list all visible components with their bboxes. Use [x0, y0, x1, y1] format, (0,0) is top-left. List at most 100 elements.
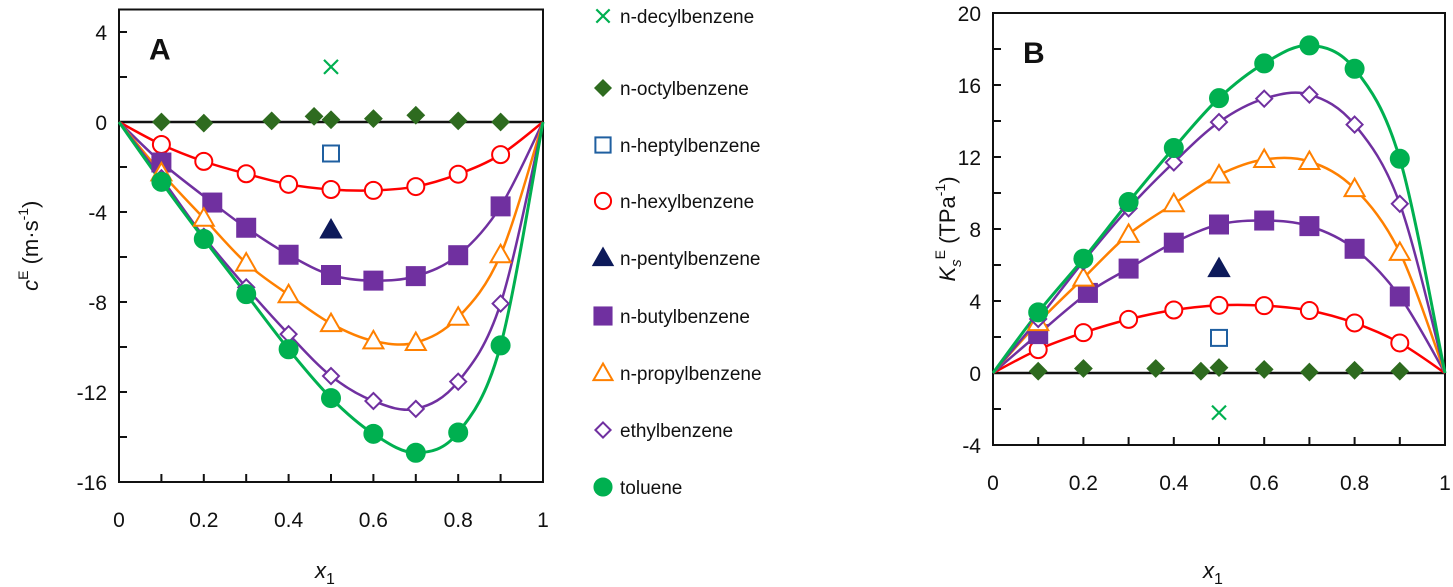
y-label-sub: s [948, 259, 965, 267]
data-point-n-pentylbenzene [319, 217, 343, 239]
x-axis-label: x1 [1202, 558, 1223, 587]
y-label-unit: (m·s [18, 220, 43, 270]
data-point-n-propylbenzene [1388, 240, 1412, 261]
legend-marker-n-pentylbenzene [591, 246, 615, 267]
data-point-ethylbenzene [1254, 89, 1274, 109]
data-point-n-propylbenzene [276, 282, 301, 304]
legend-marker-n-octylbenzene [593, 78, 613, 98]
data-point-n-octylbenzene [1073, 359, 1093, 378]
data-point-toluene [405, 442, 426, 463]
series-n-octylbenzene [151, 105, 511, 133]
data-point-ethylbenzene [1164, 152, 1184, 172]
legend-marker-n-decylbenzene [595, 8, 611, 24]
data-point-n-butylbenzene [363, 270, 384, 291]
data-point-n-propylbenzene [404, 330, 428, 351]
data-point-n-heptylbenzene [322, 144, 340, 163]
legend-marker-toluene [593, 477, 613, 497]
data-point-n-butylbenzene [321, 265, 341, 285]
legend-item: n-butylbenzene [593, 306, 750, 328]
data-point-n-propylbenzene [1162, 191, 1186, 213]
data-point-n-propylbenzene [234, 251, 258, 272]
data-point-n-propylbenzene [1297, 149, 1322, 170]
legend-marker-ethylbenzene [593, 420, 613, 440]
data-point-n-octylbenzene [1254, 359, 1274, 379]
data-point-ethylbenzene [1299, 85, 1319, 104]
data-point-n-pentylbenzene [1207, 256, 1231, 278]
legend-marker-n-heptylbenzene [594, 136, 612, 154]
data-point-n-hexylbenzene [1164, 300, 1184, 320]
x-tick-label: 0.2 [189, 509, 218, 532]
series-n-decylbenzene [1211, 404, 1227, 421]
y-tick-label: -8 [88, 292, 107, 315]
panel-label: B [1023, 37, 1045, 70]
data-point-n-octylbenzene [1209, 358, 1229, 378]
y-label-main: c [18, 280, 43, 291]
data-point-n-propylbenzene [1071, 266, 1096, 287]
legend-label: n-decylbenzene [620, 7, 754, 28]
x-axis-label: x1 [314, 558, 335, 587]
data-point-toluene [1209, 88, 1229, 109]
legend-item: ethylbenzene [593, 420, 733, 442]
y-axis-label: cE (m·s-1) [15, 201, 43, 291]
data-point-n-octylbenzene [491, 112, 511, 132]
data-point-toluene [193, 229, 214, 249]
series-n-pentylbenzene [1207, 256, 1231, 278]
data-point-ethylbenzene [448, 372, 468, 392]
series-n-butylbenzene [151, 152, 511, 291]
data-point-n-hexylbenzene [1345, 313, 1365, 333]
data-point-n-octylbenzene [1028, 361, 1048, 381]
y-label-close: ) [935, 176, 960, 183]
data-point-toluene [321, 388, 341, 409]
data-point-n-hexylbenzene [1390, 333, 1410, 353]
x-tick-label: 0 [987, 472, 999, 495]
data-point-n-octylbenzene [1345, 360, 1365, 380]
data-point-n-hexylbenzene [151, 135, 171, 154]
data-point-n-octylbenzene [1146, 359, 1166, 378]
data-point-toluene [448, 422, 469, 443]
data-point-toluene [1389, 148, 1410, 169]
y-label-close: ) [18, 201, 43, 208]
data-point-toluene [1163, 138, 1184, 158]
series-toluene [1028, 35, 1410, 323]
fit-curve-ethylbenzene [992, 91, 1447, 374]
data-point-n-propylbenzene [361, 328, 386, 350]
data-point-n-propylbenzene [1207, 162, 1231, 184]
data-point-n-hexylbenzene [1209, 295, 1229, 315]
legend-marker-n-hexylbenzene [593, 191, 613, 211]
y-label-unit-sup: -1 [932, 184, 948, 197]
data-point-n-decylbenzene [323, 59, 339, 75]
y-tick-label: 8 [969, 219, 981, 242]
plot-frame [118, 8, 544, 483]
x-tick-label: 0.6 [1250, 472, 1279, 495]
data-point-ethylbenzene [321, 366, 341, 386]
data-point-ethylbenzene [491, 294, 511, 313]
data-point-n-propylbenzene [1252, 147, 1276, 169]
y-tick-label: -12 [77, 382, 107, 405]
data-point-ethylbenzene [1390, 194, 1410, 214]
data-point-n-hexylbenzene [363, 180, 383, 200]
panel-label: A [149, 34, 171, 67]
data-point-n-propylbenzene [488, 242, 513, 264]
fit-curve-toluene [991, 43, 1447, 374]
x-tick-label: 1 [1439, 472, 1451, 495]
legend-label: n-pentylbenzene [620, 249, 761, 270]
data-point-n-hexylbenzene [491, 145, 511, 165]
data-point-n-octylbenzene [448, 111, 468, 131]
y-label-main: K [935, 266, 960, 282]
y-tick-label: 0 [95, 112, 107, 135]
data-point-n-butylbenzene [1254, 210, 1275, 231]
x-label-main: x [314, 558, 327, 583]
legend-item: n-decylbenzene [595, 7, 754, 28]
legend-item: toluene [593, 477, 682, 499]
data-point-n-octylbenzene [1191, 361, 1211, 381]
data-point-n-propylbenzene [1342, 176, 1367, 198]
data-point-n-butylbenzene [1118, 258, 1139, 279]
legend-label: n-hexylbenzene [620, 192, 754, 213]
data-point-toluene [1118, 192, 1139, 212]
series-n-decylbenzene [323, 59, 339, 75]
y-tick-label: 16 [958, 75, 981, 98]
data-point-n-butylbenzene [1209, 214, 1229, 235]
data-point-n-octylbenzene [194, 113, 214, 133]
data-point-n-octylbenzene [262, 111, 282, 131]
